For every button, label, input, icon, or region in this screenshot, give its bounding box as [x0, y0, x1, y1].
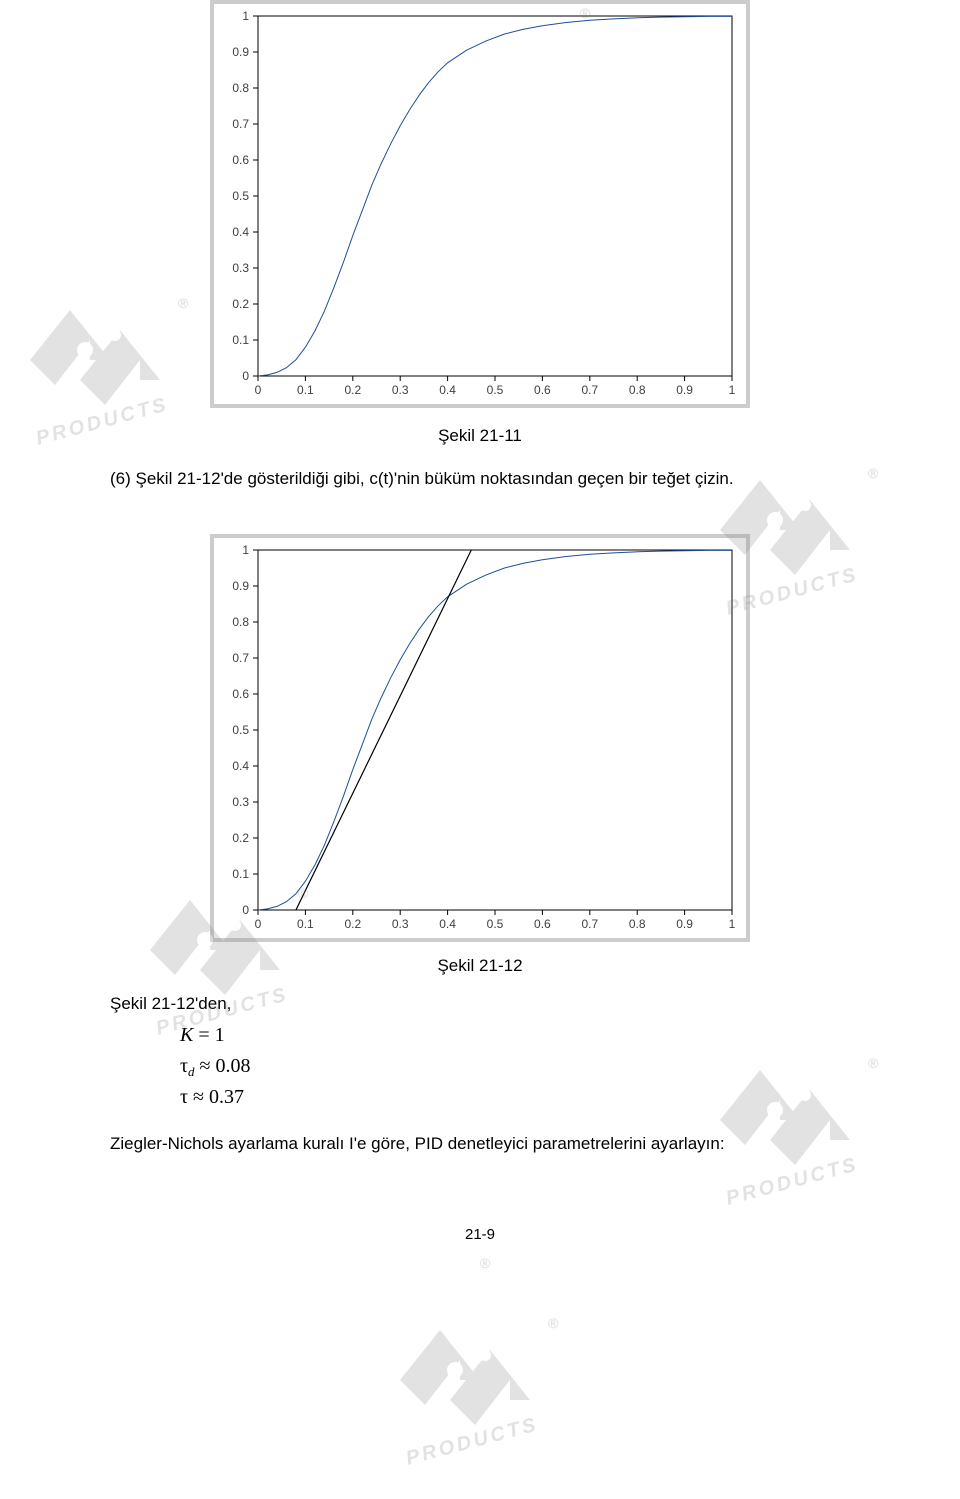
svg-text:0.4: 0.4	[439, 917, 456, 931]
svg-text:0.2: 0.2	[344, 383, 361, 397]
svg-text:0.7: 0.7	[581, 917, 598, 931]
paragraph-6: (6) Şekil 21-12'de gösterildiği gibi, c(…	[110, 468, 870, 491]
eqn-tau-sym: τ	[180, 1086, 188, 1108]
svg-text:0.7: 0.7	[581, 383, 598, 397]
figure-21-12-frame: 0 0.1 0.2 0.3 0.4 0.5 0.6 0.7 0.8 0.9 1 0 0.1 0.2 0.3 0…	[210, 534, 750, 942]
figure-21-11: 0 0.1 0.2 0.3 0.4 0.5 0.6 0.7 0.8 0.9 1 0 0.1 0.2 0.3 0…	[214, 4, 746, 404]
svg-text:0.8: 0.8	[629, 383, 646, 397]
page-number: 21-9	[0, 1226, 960, 1243]
svg-text:0.7: 0.7	[232, 117, 249, 131]
svg-text:0.1: 0.1	[297, 917, 314, 931]
svg-text:1: 1	[729, 917, 736, 931]
ziegler-nichols-text: Ziegler-Nichols ayarlama kuralı I'e göre…	[110, 1133, 870, 1156]
svg-text:0.9: 0.9	[232, 579, 249, 593]
svg-text:0.3: 0.3	[232, 795, 249, 809]
eqn-taud-sym: τ	[180, 1055, 188, 1077]
svg-text:0.2: 0.2	[232, 297, 249, 311]
figure-21-12-caption: Şekil 21-12	[0, 956, 960, 976]
eqn-k-sym: K	[180, 1024, 193, 1046]
svg-text:0.2: 0.2	[344, 917, 361, 931]
svg-text:0.2: 0.2	[232, 831, 249, 845]
svg-text:0: 0	[242, 369, 249, 383]
svg-text:0.7: 0.7	[232, 651, 249, 665]
svg-text:PRODUCTS: PRODUCTS	[404, 1413, 541, 1470]
svg-text:0.5: 0.5	[232, 723, 249, 737]
svg-text:0.6: 0.6	[232, 687, 249, 701]
svg-text:0.9: 0.9	[676, 383, 693, 397]
svg-text:0.5: 0.5	[487, 383, 504, 397]
svg-text:0.8: 0.8	[232, 81, 249, 95]
equations-block: K = 1 τd ≈ 0.08 τ ≈ 0.37	[180, 1020, 960, 1113]
svg-text:0.4: 0.4	[232, 225, 249, 239]
svg-text:0.6: 0.6	[534, 383, 551, 397]
svg-text:1: 1	[729, 383, 736, 397]
eqn-k-val: = 1	[193, 1024, 224, 1046]
svg-text:1: 1	[242, 543, 249, 557]
svg-text:®: ®	[480, 1255, 491, 1271]
figure-21-12: 0 0.1 0.2 0.3 0.4 0.5 0.6 0.7 0.8 0.9 1 0 0.1 0.2 0.3 0…	[214, 538, 746, 938]
figure-21-11-frame: 0 0.1 0.2 0.3 0.4 0.5 0.6 0.7 0.8 0.9 1 0 0.1 0.2 0.3 0…	[210, 0, 750, 408]
svg-text:0.3: 0.3	[392, 383, 409, 397]
svg-text:0.9: 0.9	[676, 917, 693, 931]
svg-text:0: 0	[242, 903, 249, 917]
svg-text:0.5: 0.5	[232, 189, 249, 203]
watermark-logo: ® PRODUCTS	[380, 1300, 590, 1470]
svg-text:0.1: 0.1	[297, 383, 314, 397]
paragraph-6-prefix: (6)	[110, 469, 131, 488]
svg-text:0: 0	[255, 383, 262, 397]
svg-text:0.3: 0.3	[392, 917, 409, 931]
svg-text:0.5: 0.5	[487, 917, 504, 931]
svg-text:0.9: 0.9	[232, 45, 249, 59]
from-figure-text: Şekil 21-12'den,	[110, 994, 960, 1014]
svg-text:0.4: 0.4	[232, 759, 249, 773]
eqn-taud-val: ≈ 0.08	[195, 1055, 251, 1077]
figure-21-11-caption: Şekil 21-11	[0, 426, 960, 446]
svg-text:PRODUCTS: PRODUCTS	[724, 1153, 861, 1210]
svg-text:0.1: 0.1	[232, 333, 249, 347]
paragraph-6-text: Şekil 21-12'de gösterildiği gibi, c(t)'n…	[136, 469, 734, 488]
svg-text:0.3: 0.3	[232, 261, 249, 275]
svg-text:1: 1	[242, 9, 249, 23]
svg-text:0.8: 0.8	[629, 917, 646, 931]
svg-text:0.8: 0.8	[232, 615, 249, 629]
reg-mark-icon: ®	[480, 1250, 504, 1274]
svg-text:0.6: 0.6	[534, 917, 551, 931]
svg-text:0.4: 0.4	[439, 383, 456, 397]
svg-text:0.6: 0.6	[232, 153, 249, 167]
svg-text:0.1: 0.1	[232, 867, 249, 881]
svg-text:0: 0	[255, 917, 262, 931]
eqn-tau-val: ≈ 0.37	[188, 1086, 244, 1108]
svg-text:®: ®	[548, 1315, 559, 1331]
